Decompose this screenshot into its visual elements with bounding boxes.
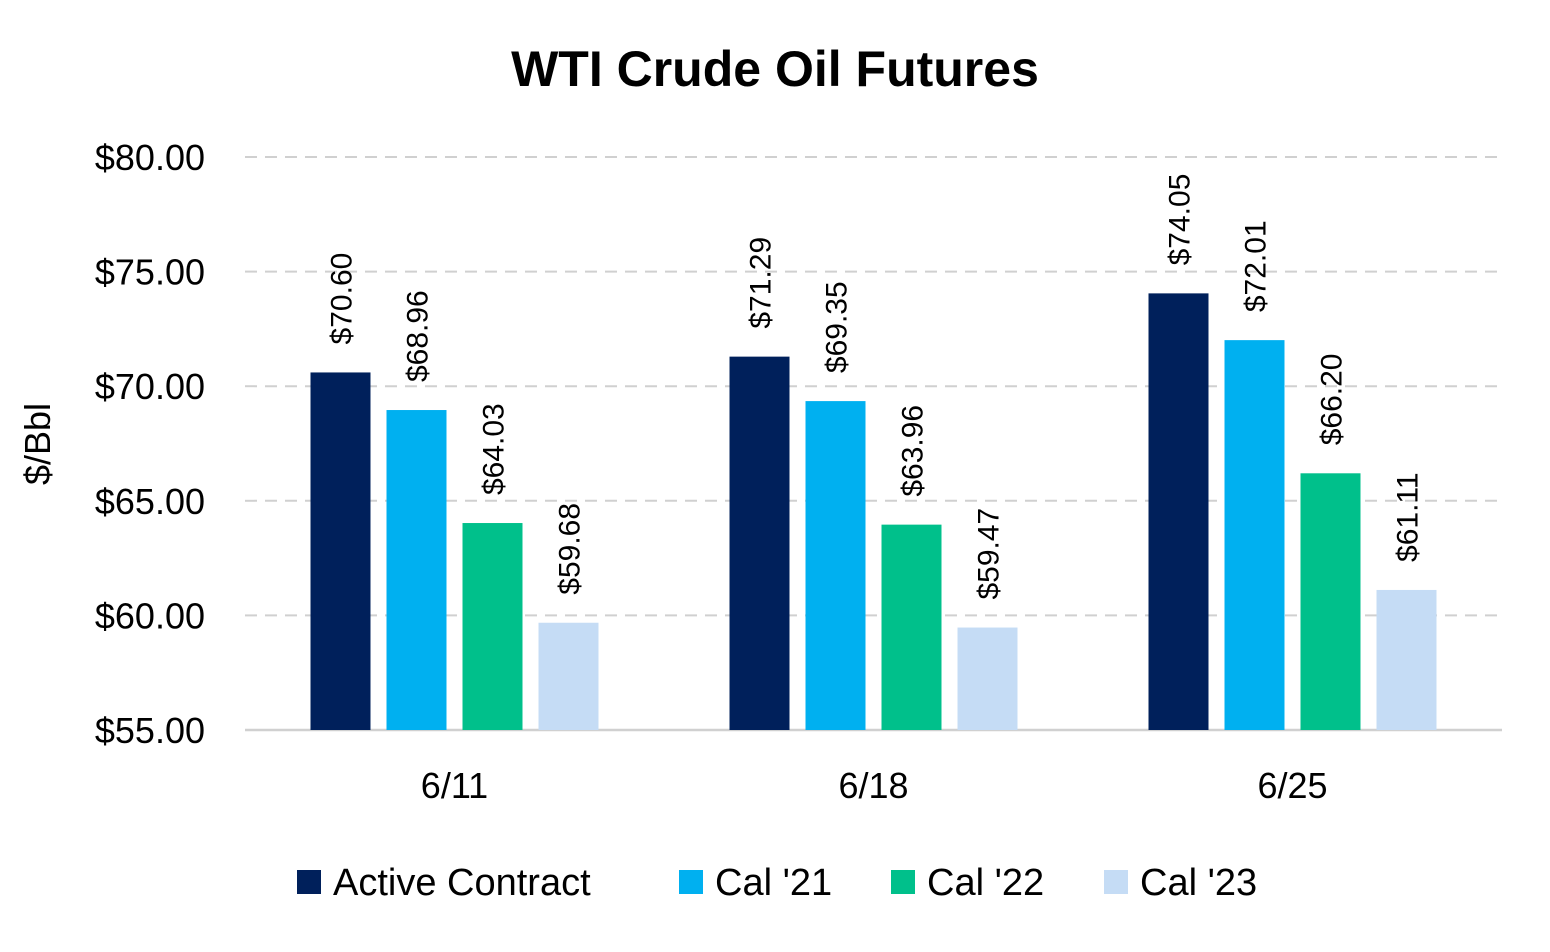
legend-label: Cal '22 xyxy=(927,862,1044,904)
x-tick-label: 6/11 xyxy=(421,765,488,806)
data-label: $71.29 xyxy=(745,237,778,329)
y-tick-label: $60.00 xyxy=(95,595,205,636)
bar xyxy=(805,401,866,730)
bar xyxy=(1376,589,1437,730)
y-tick-label: $70.00 xyxy=(95,366,205,407)
data-label: $69.35 xyxy=(821,281,854,373)
data-label: $66.20 xyxy=(1316,354,1349,446)
bar xyxy=(957,627,1018,730)
bar xyxy=(386,410,447,730)
y-tick-label: $75.00 xyxy=(95,252,205,293)
bar xyxy=(729,356,790,730)
x-tick-label: 6/18 xyxy=(838,765,908,806)
bar xyxy=(310,372,371,730)
y-tick-label: $80.00 xyxy=(95,137,205,178)
legend-label: Active Contract xyxy=(333,862,591,904)
data-label: $61.11 xyxy=(1392,472,1425,562)
bar xyxy=(538,622,599,730)
bar xyxy=(1300,473,1361,730)
legend-swatch xyxy=(1104,870,1128,894)
legend-label: Cal '21 xyxy=(715,862,832,904)
x-tick-label: 6/25 xyxy=(1257,765,1327,806)
legend-swatch xyxy=(891,870,915,894)
legend-swatch xyxy=(679,870,703,894)
y-tick-label: $55.00 xyxy=(95,710,205,751)
data-label: $74.05 xyxy=(1164,174,1197,266)
data-label: $59.47 xyxy=(973,508,1006,600)
y-tick-label: $65.00 xyxy=(95,481,205,522)
data-label: $64.03 xyxy=(478,403,511,495)
data-label: $63.96 xyxy=(897,405,930,497)
chart-title: WTI Crude Oil Futures xyxy=(511,41,1039,97)
bar xyxy=(881,524,942,730)
y-axis-label: $/Bbl xyxy=(17,403,58,485)
data-label: $72.01 xyxy=(1240,220,1273,312)
data-label: $68.96 xyxy=(402,290,435,382)
data-label: $70.60 xyxy=(326,253,359,345)
bar xyxy=(1148,293,1209,730)
legend-label: Cal '23 xyxy=(1140,862,1257,904)
bar xyxy=(462,523,523,730)
bar xyxy=(1224,340,1285,730)
data-label: $59.68 xyxy=(554,503,587,595)
legend-swatch xyxy=(297,870,321,894)
